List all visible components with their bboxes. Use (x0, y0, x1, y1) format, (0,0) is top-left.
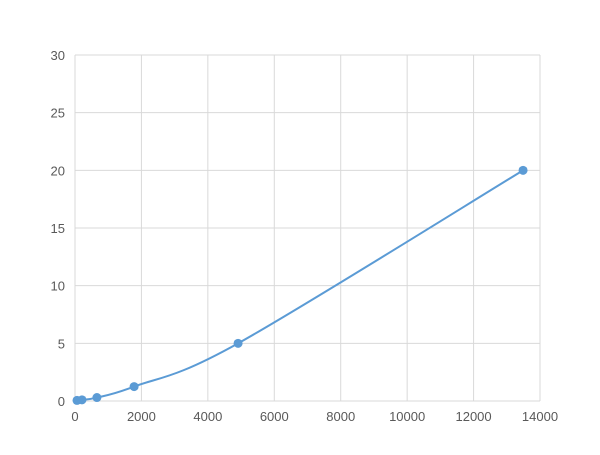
y-tick-label: 0 (58, 394, 65, 409)
data-point (129, 382, 139, 392)
y-tick-label: 5 (58, 336, 65, 351)
x-tick-label: 14000 (522, 409, 558, 424)
x-tick-label: 12000 (455, 409, 491, 424)
data-point (233, 338, 243, 348)
x-tick-label: 4000 (193, 409, 222, 424)
data-point (518, 165, 528, 175)
x-tick-label: 10000 (389, 409, 425, 424)
y-tick-label: 25 (51, 106, 65, 121)
x-tick-label: 8000 (326, 409, 355, 424)
x-tick-label: 0 (71, 409, 78, 424)
data-point (77, 395, 87, 405)
y-tick-label: 15 (51, 221, 65, 236)
y-tick-label: 30 (51, 48, 65, 63)
data-point (92, 393, 102, 403)
x-tick-label: 2000 (127, 409, 156, 424)
y-tick-label: 10 (51, 279, 65, 294)
y-tick-label: 20 (51, 163, 65, 178)
x-tick-label: 6000 (260, 409, 289, 424)
